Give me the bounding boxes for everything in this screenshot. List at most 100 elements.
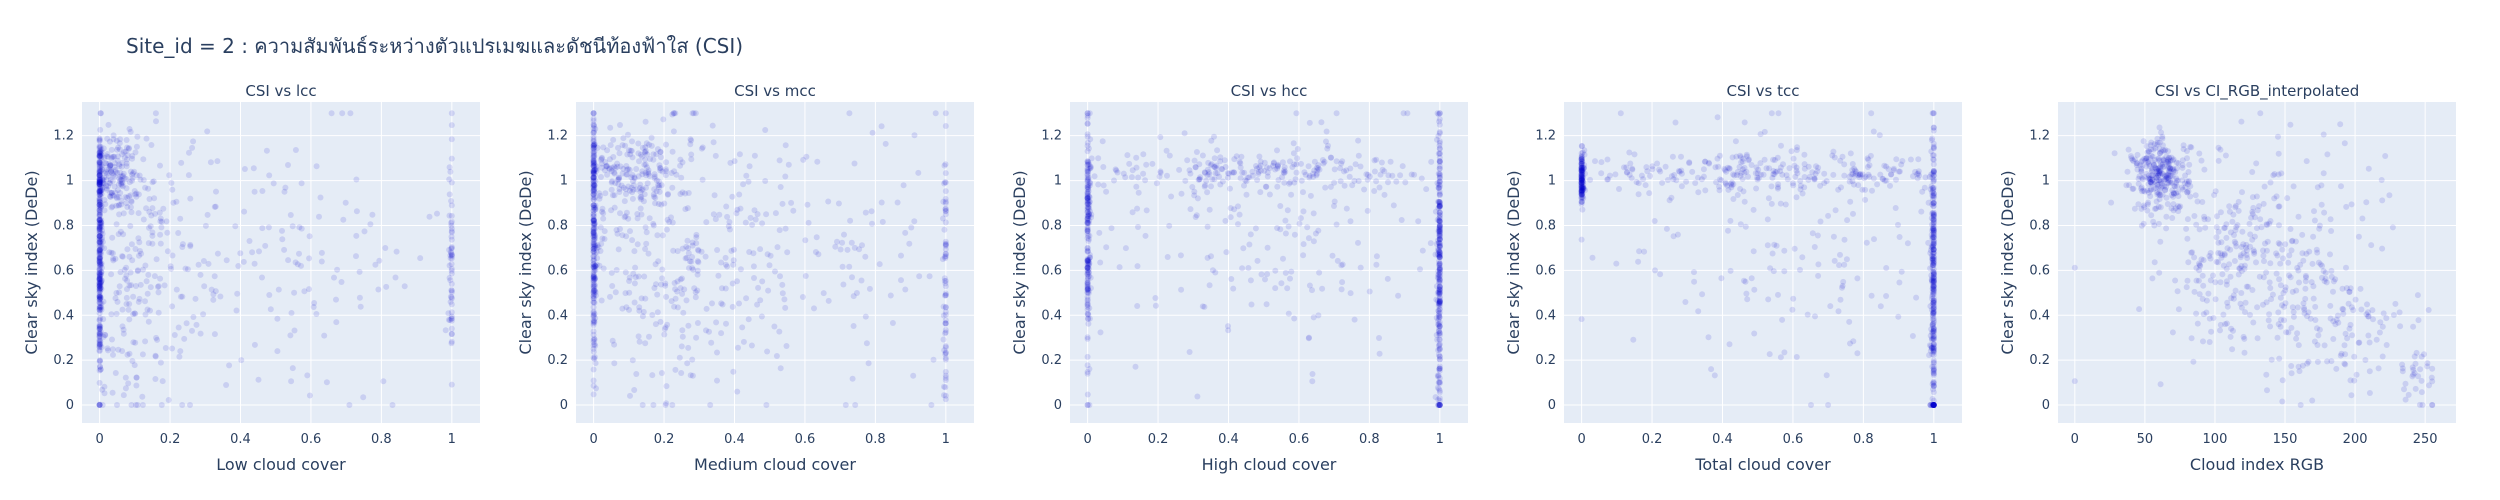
scatter-point <box>97 126 104 133</box>
scatter-point <box>1930 297 1937 304</box>
scatter-point <box>591 166 598 173</box>
scatter-point <box>776 328 783 335</box>
scatter-point <box>676 354 683 361</box>
scatter-point <box>130 170 136 177</box>
scatter-point <box>97 303 104 310</box>
scatter-point <box>1436 320 1443 327</box>
scatter-point <box>1930 200 1937 207</box>
scatter-point <box>2227 246 2234 253</box>
scatter-point <box>2321 209 2328 216</box>
scatter-point <box>369 211 376 218</box>
scatter-point <box>599 208 605 215</box>
scatter-point <box>116 146 123 153</box>
scatter-point <box>98 182 105 189</box>
scatter-point <box>590 129 597 136</box>
scatter-point <box>2157 204 2164 211</box>
scatter-point <box>1241 169 1248 176</box>
scatter-point <box>2362 357 2369 363</box>
scatter-point <box>96 337 103 344</box>
scatter-point <box>2210 272 2216 279</box>
scatter-point <box>96 333 103 340</box>
scatter-point <box>1859 186 1866 193</box>
scatter-point <box>321 332 328 339</box>
scatter-point <box>447 298 454 305</box>
scatter-point <box>448 233 455 240</box>
scatter-point <box>590 322 597 328</box>
scatter-point <box>635 150 642 157</box>
scatter-point <box>2277 260 2284 267</box>
scatter-point <box>96 248 103 255</box>
scatter-point <box>590 217 597 224</box>
scatter-point <box>97 148 104 155</box>
scatter-point <box>1361 186 1368 193</box>
scatter-point <box>96 281 103 288</box>
scatter-point <box>1084 248 1091 255</box>
scatter-point <box>2217 279 2224 286</box>
scatter-point <box>96 270 103 277</box>
scatter-point <box>1434 372 1441 379</box>
scatter-point <box>590 211 597 218</box>
scatter-point <box>619 232 626 239</box>
scatter-point <box>699 144 706 151</box>
scatter-point <box>96 152 103 159</box>
scatter-point <box>2277 323 2284 330</box>
scatter-point <box>590 163 597 169</box>
scatter-point <box>685 344 692 351</box>
scatter-point <box>654 309 661 316</box>
scatter-point <box>591 287 598 294</box>
scatter-point <box>615 246 622 253</box>
scatter-point <box>942 123 949 129</box>
scatter-point <box>127 168 134 175</box>
scatter-point <box>590 170 597 176</box>
scatter-point <box>99 230 106 237</box>
scatter-point <box>628 174 635 181</box>
scatter-point <box>600 215 607 222</box>
scatter-point <box>112 168 119 175</box>
scatter-point <box>2260 252 2267 259</box>
scatter-point <box>331 274 337 281</box>
scatter-point <box>116 161 123 168</box>
scatter-point <box>114 298 121 305</box>
scatter-point <box>590 122 597 129</box>
scatter-point <box>942 290 949 297</box>
scatter-point <box>2293 335 2300 342</box>
scatter-point <box>211 331 218 338</box>
scatter-point <box>179 241 186 248</box>
scatter-point <box>1883 293 1890 299</box>
scatter-point <box>781 296 788 303</box>
scatter-point <box>802 237 809 244</box>
scatter-point <box>692 110 699 117</box>
scatter-point <box>709 122 716 129</box>
scatter-point <box>941 275 948 282</box>
scatter-point <box>2280 255 2286 262</box>
scatter-point <box>714 247 721 253</box>
scatter-point <box>96 267 103 274</box>
scatter-point <box>644 151 651 158</box>
scatter-point <box>2346 289 2353 295</box>
scatter-point <box>813 234 820 241</box>
scatter-point <box>96 159 103 166</box>
scatter-point <box>674 304 681 311</box>
scatter-point <box>139 402 146 408</box>
scatter-point <box>96 283 103 289</box>
scatter-point <box>104 135 111 142</box>
scatter-point <box>137 248 143 254</box>
scatter-point <box>97 363 103 370</box>
scatter-point <box>115 181 122 188</box>
x-axis-label: Low cloud cover <box>216 455 346 474</box>
scatter-point <box>590 188 597 195</box>
scatter-point <box>96 294 103 300</box>
scatter-point <box>122 148 129 155</box>
scatter-point <box>103 166 110 173</box>
scatter-point <box>1166 222 1173 229</box>
scatter-point <box>166 172 173 179</box>
scatter-point <box>251 341 258 348</box>
scatter-point <box>1794 170 1801 177</box>
scatter-point <box>2318 201 2325 208</box>
scatter-point <box>763 402 770 408</box>
scatter-point <box>779 281 786 288</box>
scatter-point <box>638 211 645 218</box>
scatter-point <box>99 175 106 182</box>
scatter-point <box>590 285 597 292</box>
scatter-point <box>109 336 115 343</box>
